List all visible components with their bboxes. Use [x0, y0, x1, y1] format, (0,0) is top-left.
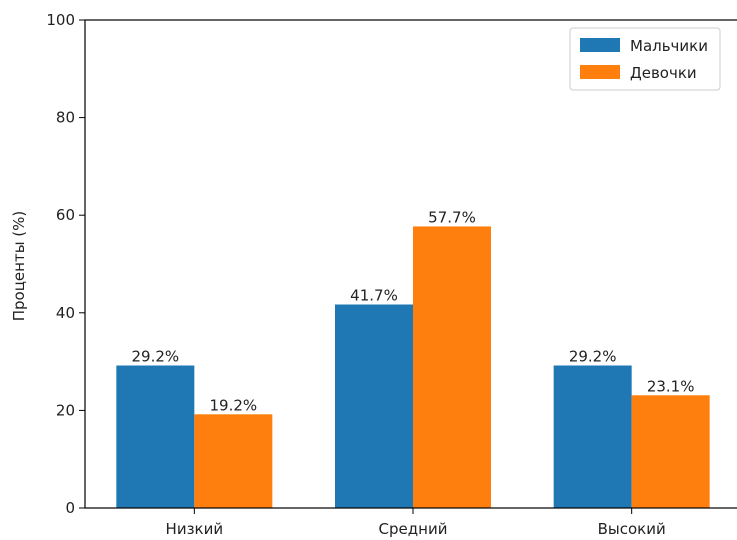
- bars: [116, 226, 710, 508]
- y-tick-label: 0: [65, 499, 75, 517]
- x-tick-label: Средний: [379, 520, 448, 538]
- legend-label: Мальчики: [630, 37, 708, 55]
- y-tick-label: 20: [56, 401, 75, 419]
- legend-swatch: [580, 65, 620, 79]
- bar: [194, 414, 273, 508]
- legend-swatch: [580, 38, 620, 52]
- bar: [631, 395, 710, 508]
- x-tick-label: Высокий: [598, 520, 666, 538]
- legend-label: Девочки: [630, 64, 697, 82]
- y-axis-label: Проценты (%): [10, 211, 28, 322]
- legend: Мальчики Девочки: [569, 27, 721, 91]
- bar: [335, 304, 413, 508]
- bar: [553, 365, 632, 508]
- y-tick-label: 60: [56, 206, 75, 224]
- bar-value-label: 29.2%: [132, 348, 180, 366]
- bar-data-labels: 29.2% 19.2% 41.7% 57.7% 29.2% 23.1%: [132, 208, 695, 414]
- y-axis-label-group: Проценты (%): [10, 211, 28, 322]
- bar-value-label: 23.1%: [647, 377, 695, 395]
- bar-value-label: 29.2%: [569, 348, 617, 366]
- plot-frame: [84, 19, 737, 509]
- y-tick-label: 80: [56, 109, 75, 127]
- bar: [413, 226, 491, 508]
- x-tick-label: Низкий: [166, 520, 224, 538]
- y-tick-label: 40: [56, 304, 75, 322]
- x-axis-ticks: Низкий Средний Высокий: [166, 508, 666, 538]
- y-axis-ticks: 0 20 40 60 80 100: [46, 11, 85, 517]
- bar-value-label: 57.7%: [428, 208, 476, 226]
- y-tick-label: 100: [46, 11, 75, 29]
- bar-value-label: 41.7%: [350, 287, 398, 305]
- bar-value-label: 19.2%: [210, 396, 258, 414]
- bar: [116, 365, 195, 508]
